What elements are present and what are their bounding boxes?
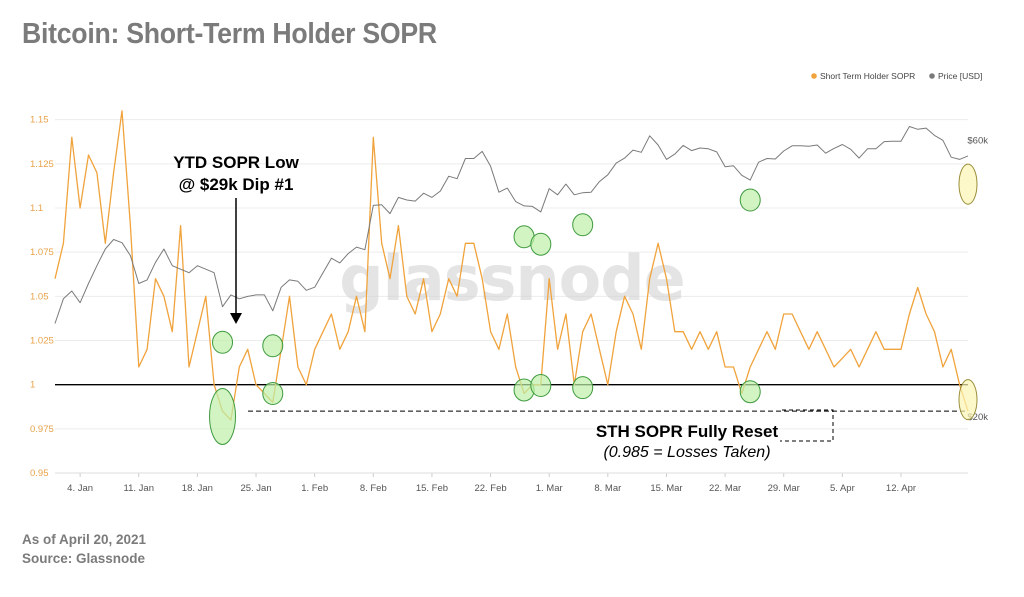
axes: 0.95 0.975 1 1.025 1.05 1.075 1.1 1.125 1.15 $60k… [30, 115, 988, 494]
highlight-green [209, 387, 237, 445]
highlight-yellow [958, 163, 978, 205]
legend-label: Short Term Holder SOPR [820, 71, 915, 81]
annotation-reset-line2: (0.985 = Losses Taken) [603, 444, 770, 461]
series-group [54, 110, 969, 421]
y-tick-label: 1.1 [30, 203, 43, 214]
highlight-green [530, 232, 552, 256]
y-tick-label: 1.025 [30, 336, 54, 347]
footer-date: As of April 20, 2021 [22, 532, 147, 547]
annotation-ytd-low: YTD SOPR Low @ $29k Dip #1 [173, 153, 300, 324]
highlight-green [262, 382, 284, 405]
y-tick-label: 1 [30, 380, 35, 391]
x-tick-label: 1. Feb [301, 483, 328, 494]
x-tick-label: 22. Feb [474, 483, 506, 494]
series-line-price [54, 126, 969, 324]
x-tick-label: 29. Mar [768, 483, 800, 494]
legend[interactable]: Short Term Holder SOPR Price [USD] [811, 71, 982, 81]
highlight-yellow [958, 379, 978, 421]
x-tick-label: 22. Mar [709, 483, 741, 494]
highlight-green [739, 188, 761, 212]
y-tick-label: 1.15 [30, 115, 49, 126]
highlight-markers [209, 163, 978, 445]
x-tick-label: 8. Mar [594, 483, 621, 494]
annotation-reset-bracket [780, 409, 834, 442]
x-tick-label: 15. Feb [416, 483, 448, 494]
annotation-ytd-low-line2: @ $29k Dip #1 [179, 175, 294, 194]
y-right-tick-label: $60k [967, 136, 988, 147]
x-tick-label: 1. Mar [536, 483, 563, 494]
legend-label: Price [USD] [938, 71, 982, 81]
x-tick-label: 12. Apr [886, 483, 916, 494]
legend-marker [811, 73, 817, 79]
y-tick-label: 0.975 [30, 424, 54, 435]
x-tick-label: 15. Mar [650, 483, 682, 494]
legend-marker [929, 73, 935, 79]
highlight-green [572, 376, 594, 400]
footer-source: Source: Glassnode [22, 551, 146, 566]
y-tick-label: 1.075 [30, 247, 54, 258]
annotation-reset: STH SOPR Fully Reset (0.985 = Losses Tak… [596, 409, 834, 461]
x-tick-label: 8. Feb [360, 483, 387, 494]
footer: As of April 20, 2021 Source: Glassnode [22, 530, 146, 568]
annotation-ytd-low-line1: YTD SOPR Low [173, 153, 299, 172]
y-tick-label: 1.125 [30, 159, 54, 170]
series-line-sopr [54, 110, 969, 421]
annotation-arrow-head [230, 313, 242, 324]
watermark-text: glassnode [339, 242, 684, 315]
highlight-green [739, 380, 761, 404]
annotation-reset-line1: STH SOPR Fully Reset [596, 422, 779, 441]
y-tick-label: 0.95 [30, 468, 49, 479]
x-tick-label: 18. Jan [182, 483, 213, 494]
x-tick-label: 4. Jan [67, 483, 93, 494]
x-tick-label: 25. Jan [240, 483, 271, 494]
y-tick-label: 1.05 [30, 291, 49, 302]
highlight-green [262, 334, 284, 358]
highlight-green [530, 374, 552, 398]
x-tick-label: 11. Jan [124, 483, 154, 494]
x-tick-label: 5. Apr [830, 483, 855, 494]
reference-lines [55, 384, 968, 412]
highlight-green [212, 330, 234, 354]
highlight-green [572, 213, 594, 237]
page-title: Bitcoin: Short-Term Holder SOPR [22, 18, 437, 50]
y-right-tick-label: $20k [967, 412, 988, 423]
